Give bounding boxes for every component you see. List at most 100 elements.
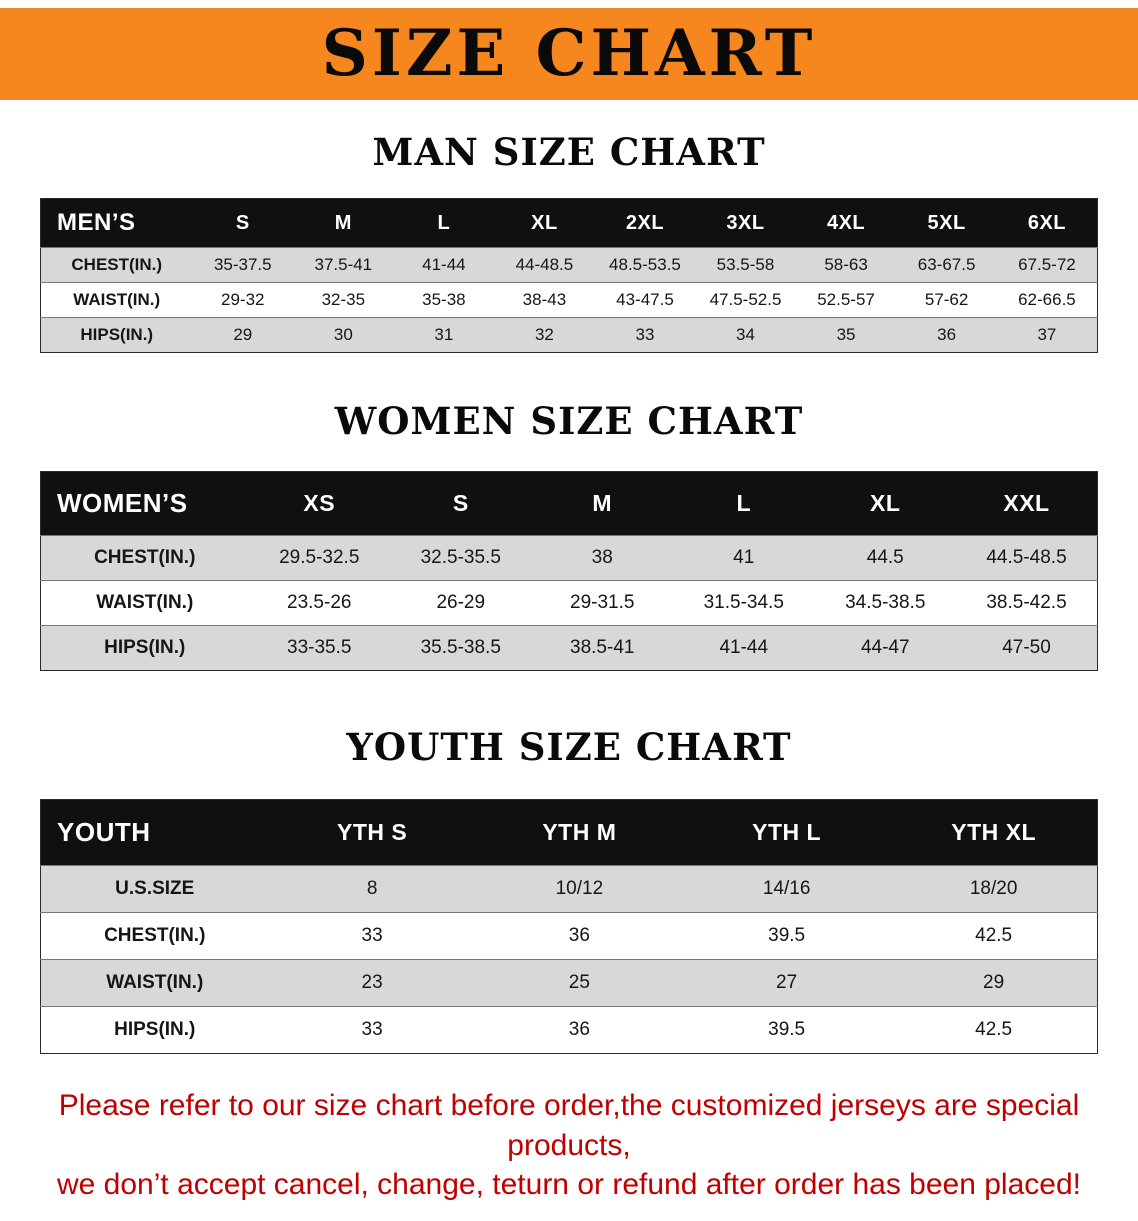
row-label: HIPS(IN.) xyxy=(114,1019,196,1040)
size-value-cell: 35 xyxy=(836,325,856,344)
size-value-cell: 29.5-32.5 xyxy=(279,547,360,568)
women-section-heading: WOMEN SIZE CHART xyxy=(334,399,804,443)
size-value-cell: 29-32 xyxy=(221,290,265,309)
size-value-cell: 41 xyxy=(733,547,755,568)
size-column-header: M xyxy=(531,471,673,536)
size-value-cell: 44.5-48.5 xyxy=(986,547,1067,568)
size-value-cell: 35-37.5 xyxy=(213,255,272,274)
size-value-cell: 25 xyxy=(568,972,590,993)
footer-line-1: Please refer to our size chart before or… xyxy=(58,1089,1080,1162)
size-value-cell: 33-35.5 xyxy=(287,637,352,658)
size-column-header: YTH M xyxy=(475,799,683,866)
size-column-header: YTH XL xyxy=(890,799,1098,866)
row-label: HIPS(IN.) xyxy=(104,637,186,658)
size-value-cell: 52.5-57 xyxy=(817,290,875,309)
size-value-cell: 63-67.5 xyxy=(917,255,976,274)
size-value-cell: 67.5-72 xyxy=(1018,255,1076,274)
size-value-cell: 18/20 xyxy=(969,878,1018,899)
size-value-cell: 36 xyxy=(568,925,590,946)
row-label: CHEST(IN.) xyxy=(71,255,163,274)
section-men: MAN SIZE CHART MEN’S S M L XL 2XL 3XL 4XL 5XL 6XL… xyxy=(0,130,1138,353)
size-column-header: L xyxy=(673,471,815,536)
size-value-cell: 36 xyxy=(937,325,957,344)
size-value-cell: 10/12 xyxy=(555,878,604,899)
size-column-header: XXL xyxy=(956,471,1098,536)
table-row: CHEST(IN.) 35-37.5 37.5-41 41-44 44-48.5 48.5… xyxy=(40,247,1098,283)
size-value-cell: 29 xyxy=(233,325,253,344)
size-column-header: XL xyxy=(814,471,956,536)
size-column-header: L xyxy=(393,198,495,248)
row-label: CHEST(IN.) xyxy=(94,547,196,568)
size-value-cell: 43-47.5 xyxy=(616,290,674,309)
size-chart-banner: SIZE CHART xyxy=(0,8,1138,100)
table-row: HIPS(IN.) 29 30 31 32 33 34 35 36 37 xyxy=(40,317,1098,353)
table-row: WAIST(IN.) 29-32 32-35 35-38 38-43 43-47.5 47.… xyxy=(40,282,1098,318)
size-value-cell: 33 xyxy=(361,1019,383,1040)
table-row: HIPS(IN.) 33 36 39.5 42.5 xyxy=(40,1006,1098,1054)
size-value-cell: 48.5-53.5 xyxy=(609,255,681,274)
size-value-cell: 39.5 xyxy=(768,925,806,946)
table-row: HIPS(IN.) 33-35.5 35.5-38.5 38.5-41 41-44 44-… xyxy=(40,625,1098,671)
men-size-table: MEN’S S M L XL 2XL 3XL 4XL 5XL 6XL CHEST(IN.) 35-37… xyxy=(40,198,1098,353)
size-column-header: 6XL xyxy=(996,198,1098,248)
size-value-cell: 62-66.5 xyxy=(1018,290,1076,309)
size-value-cell: 27 xyxy=(776,972,798,993)
table-header-row: MEN’S S M L XL 2XL 3XL 4XL 5XL 6XL xyxy=(40,198,1098,248)
size-column-header: XL xyxy=(494,198,595,248)
size-value-cell: 33 xyxy=(635,325,655,344)
size-value-cell: 39.5 xyxy=(768,1019,806,1040)
size-value-cell: 33 xyxy=(361,925,383,946)
men-section-heading: MAN SIZE CHART xyxy=(372,130,766,174)
table-row: U.S.SIZE 8 10/12 14/16 18/20 xyxy=(40,865,1098,913)
size-value-cell: 38 xyxy=(591,547,613,568)
row-label: U.S.SIZE xyxy=(115,878,195,899)
size-value-cell: 35-38 xyxy=(422,290,466,309)
size-value-cell: 26-29 xyxy=(436,592,486,613)
table-row: CHEST(IN.) 29.5-32.5 32.5-35.5 38 41 44.5 44.5… xyxy=(40,535,1098,581)
row-label: CHEST(IN.) xyxy=(104,925,206,946)
size-column-header: 5XL xyxy=(896,198,997,248)
size-value-cell: 32-35 xyxy=(321,290,366,309)
row-label: WAIST(IN.) xyxy=(106,972,204,993)
youth-section-heading: YOUTH SIZE CHART xyxy=(346,725,792,769)
size-value-cell: 38.5-41 xyxy=(570,637,635,658)
size-column-header: XS xyxy=(248,471,390,536)
row-label: WAIST(IN.) xyxy=(96,592,194,613)
size-value-cell: 32.5-35.5 xyxy=(420,547,501,568)
size-value-cell: 29-31.5 xyxy=(570,592,635,613)
size-value-cell: 30 xyxy=(333,325,353,344)
size-value-cell: 29 xyxy=(983,972,1005,993)
table-header-row: WOMEN’S XS S M L XL XXL xyxy=(40,471,1098,536)
size-value-cell: 38-43 xyxy=(522,290,567,309)
size-value-cell: 23.5-26 xyxy=(287,592,352,613)
size-column-header: 4XL xyxy=(795,198,897,248)
size-value-cell: 38.5-42.5 xyxy=(986,592,1067,613)
size-value-cell: 53.5-58 xyxy=(716,255,775,274)
size-value-cell: 44-47 xyxy=(860,637,910,658)
table-corner-label: WOMEN’S xyxy=(40,471,249,536)
size-value-cell: 57-62 xyxy=(924,290,969,309)
size-value-cell: 23 xyxy=(361,972,383,993)
size-column-header: S xyxy=(192,198,294,248)
size-value-cell: 36 xyxy=(568,1019,590,1040)
table-row: CHEST(IN.) 33 36 39.5 42.5 xyxy=(40,912,1098,960)
size-value-cell: 47-50 xyxy=(1002,637,1051,658)
table-corner-label: YOUTH xyxy=(40,799,269,866)
table-corner-label: MEN’S xyxy=(40,198,193,248)
table-header-row: YOUTH YTH S YTH M YTH L YTH XL xyxy=(40,799,1098,866)
size-value-cell: 58-63 xyxy=(824,255,868,274)
size-value-cell: 31.5-34.5 xyxy=(703,592,784,613)
size-value-cell: 41-44 xyxy=(719,637,769,658)
size-column-header: 2XL xyxy=(594,198,696,248)
size-column-header: M xyxy=(293,198,394,248)
row-label: WAIST(IN.) xyxy=(73,290,161,309)
size-column-header: YTH L xyxy=(683,799,891,866)
size-value-cell: 44-48.5 xyxy=(515,255,574,274)
size-value-cell: 42.5 xyxy=(975,925,1013,946)
size-value-cell: 44.5 xyxy=(866,547,904,568)
size-value-cell: 34 xyxy=(736,325,755,344)
size-column-header: YTH S xyxy=(268,799,476,866)
size-value-cell: 47.5-52.5 xyxy=(709,290,782,309)
size-value-cell: 35.5-38.5 xyxy=(420,637,501,658)
size-value-cell: 41-44 xyxy=(422,255,466,274)
